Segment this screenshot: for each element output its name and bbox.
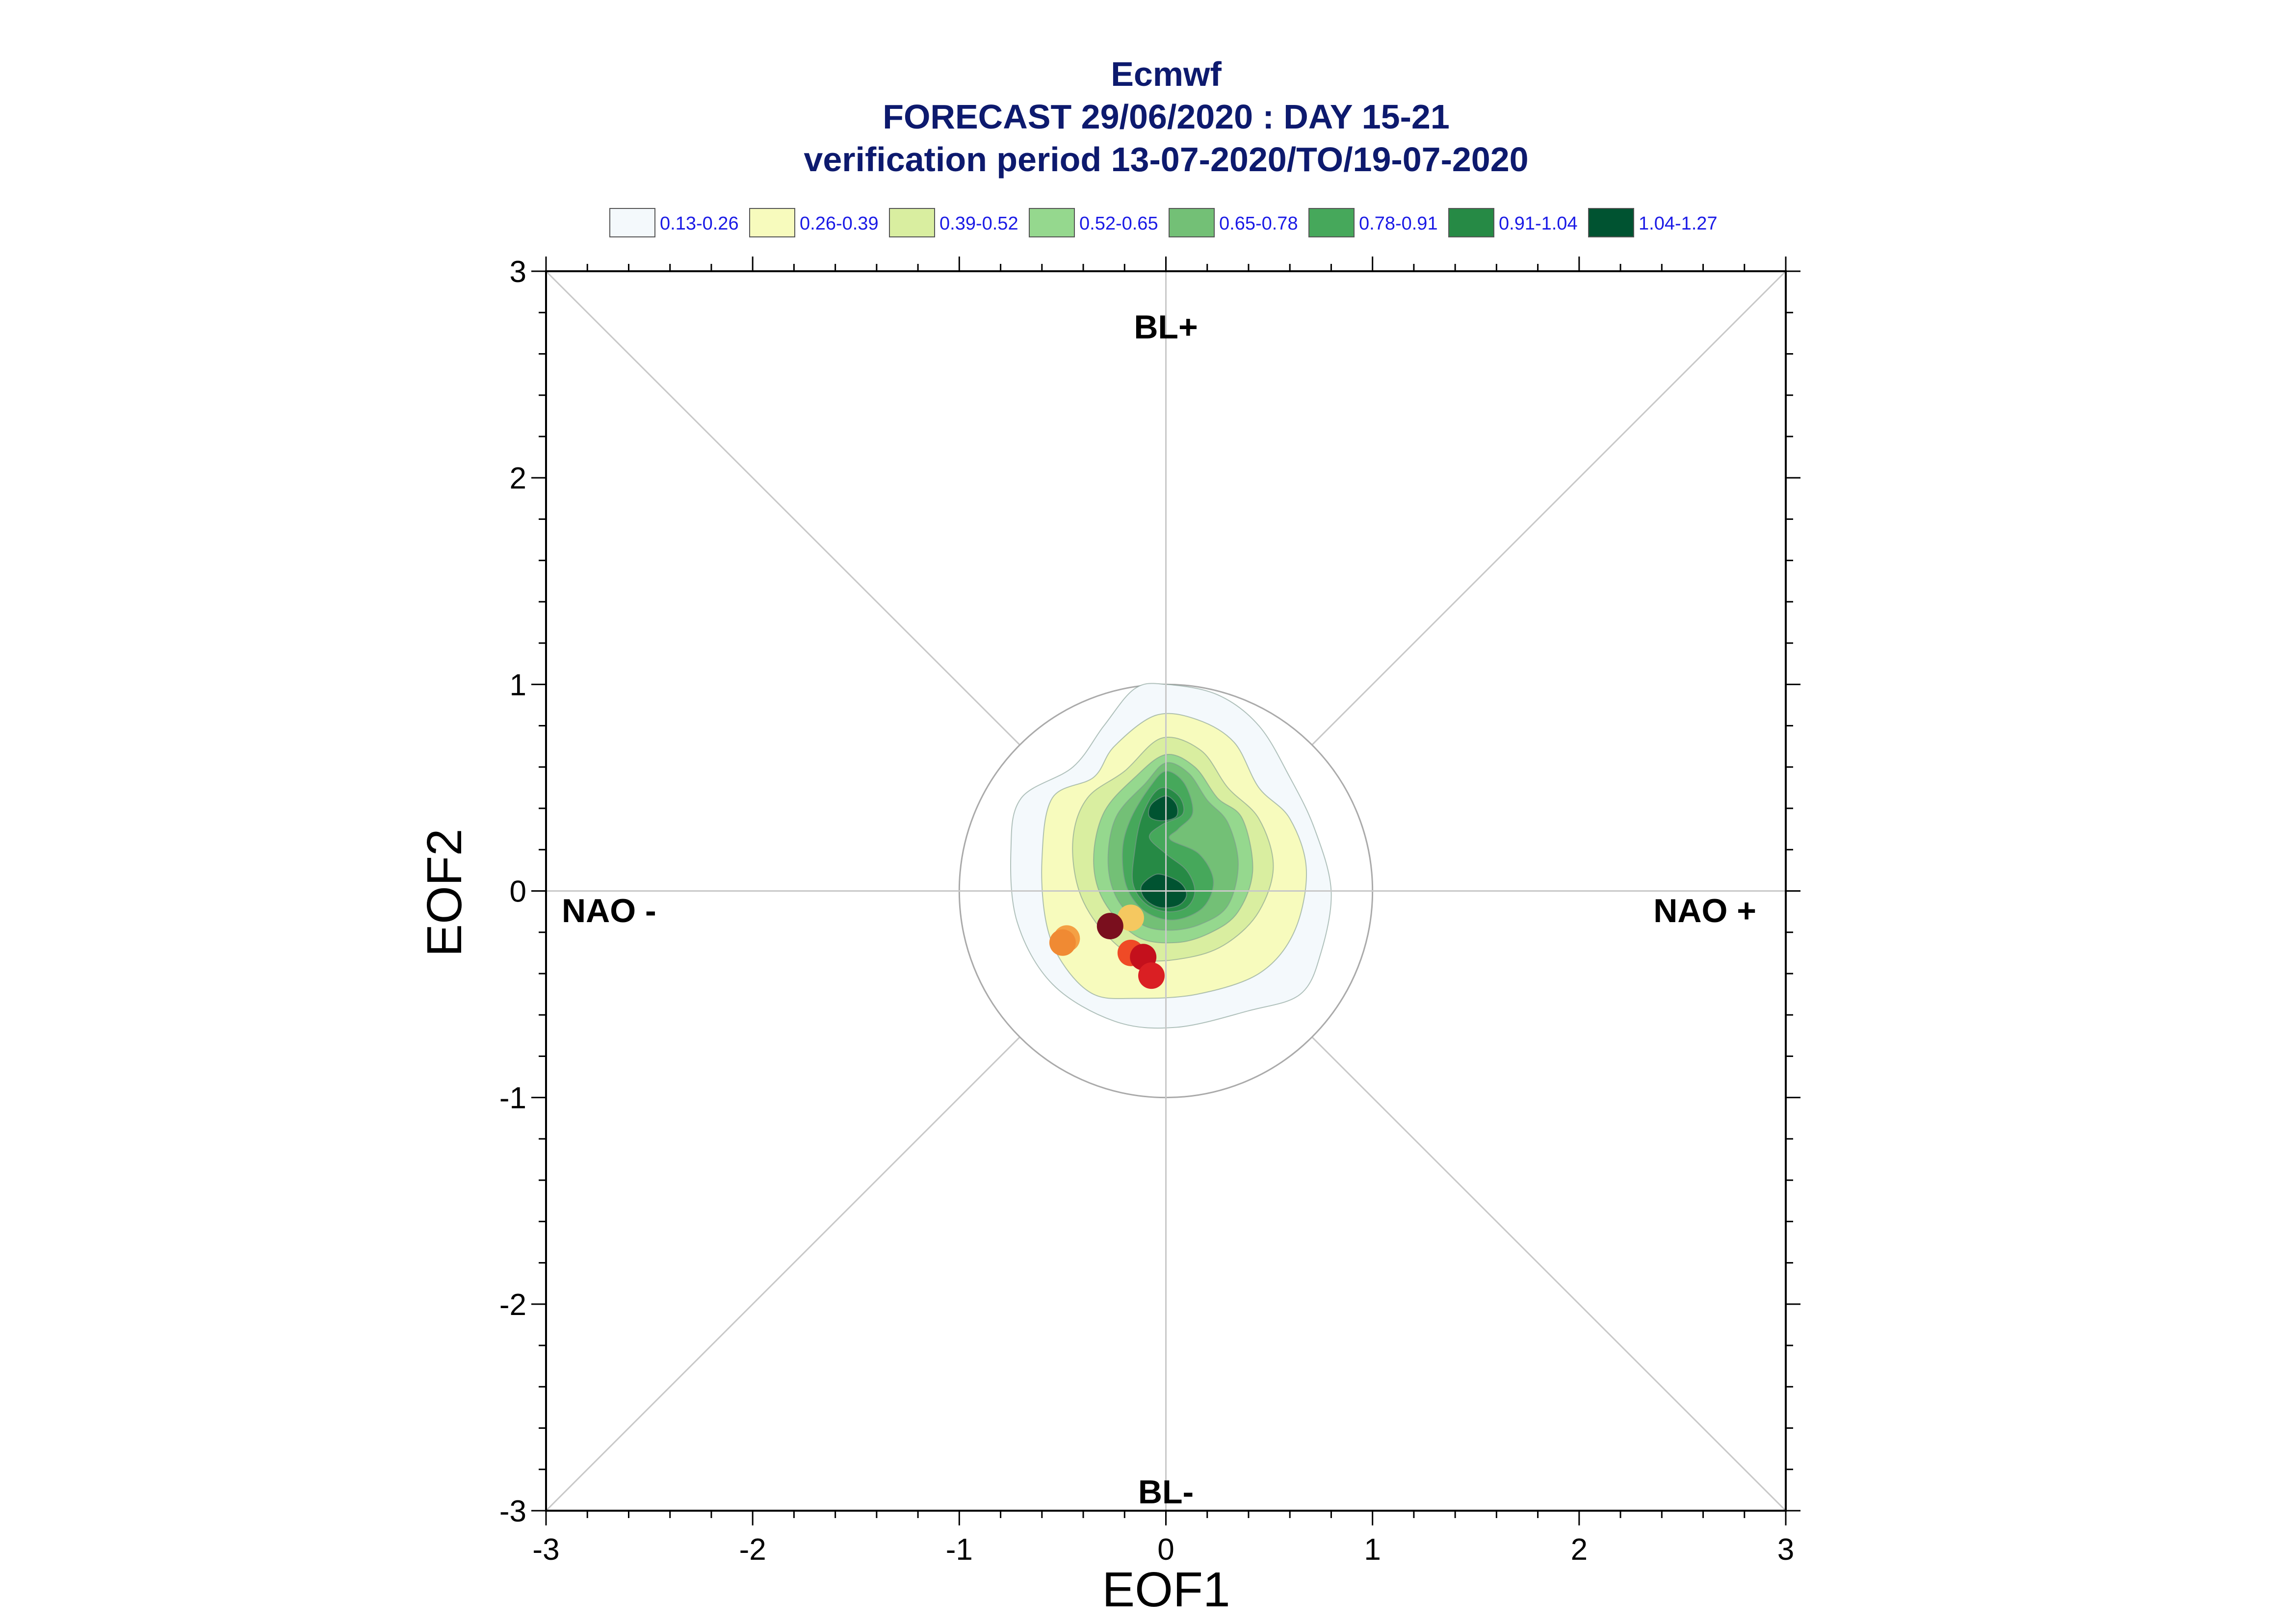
x-tick-label: -2 <box>739 1533 766 1567</box>
x-tick-label: 2 <box>1571 1533 1588 1567</box>
plot-area: BL+ BL- NAO - NAO + <box>545 270 1787 1512</box>
x-tick-label: -1 <box>946 1533 973 1567</box>
legend-label: 0.78-0.91 <box>1359 213 1438 234</box>
title-line-3: verification period 13-07-2020/TO/19-07-… <box>804 140 1528 179</box>
legend-label: 0.26-0.39 <box>800 213 879 234</box>
title-line-2: FORECAST 29/06/2020 : DAY 15-21 <box>883 98 1450 136</box>
legend-label: 0.91-1.04 <box>1499 213 1578 234</box>
axes: -3-3 -2 -2 -1 -1 0 0 1 1 2 2 3 3 <box>499 255 1800 1567</box>
data-point <box>1138 962 1165 989</box>
y-tick-label: -3 <box>499 1495 526 1528</box>
legend-label: 1.04-1.27 <box>1639 213 1718 234</box>
legend: 0.13-0.26 0.26-0.39 0.39-0.52 0.52-0.65 0.65… <box>609 208 1718 237</box>
legend-label: 0.52-0.65 <box>1079 213 1158 234</box>
data-point <box>1049 929 1076 956</box>
legend-label: 0.39-0.52 <box>939 213 1018 234</box>
data-point <box>1096 913 1123 940</box>
legend-swatch <box>1448 208 1494 237</box>
legend-swatch <box>889 208 935 237</box>
x-tick-label: 1 <box>1364 1533 1381 1567</box>
regime-label-right: NAO + <box>1653 892 1756 929</box>
y-tick-label: 0 <box>510 875 526 909</box>
data-point <box>1117 904 1144 931</box>
legend-swatch <box>1588 208 1634 237</box>
title-line-1: Ecmwf <box>1111 55 1222 93</box>
y-axis-title: EOF2 <box>417 828 472 956</box>
density-contour <box>1148 795 1178 822</box>
legend-swatch <box>1169 208 1215 237</box>
x-tick-label: 0 <box>1157 1533 1174 1567</box>
regime-label-top: BL+ <box>1134 309 1198 346</box>
y-tick-label: -1 <box>499 1082 526 1115</box>
y-tick-label: -2 <box>499 1288 526 1322</box>
legend-swatch <box>1029 208 1075 237</box>
legend-label: 0.13-0.26 <box>660 213 739 234</box>
y-tick-label: 1 <box>510 668 526 702</box>
legend-swatch <box>609 208 655 237</box>
legend-swatch <box>749 208 795 237</box>
regime-label-bottom: BL- <box>1138 1473 1194 1511</box>
y-tick-label: 2 <box>510 462 526 495</box>
chart-title: Ecmwf FORECAST 29/06/2020 : DAY 15-21 ve… <box>804 55 1528 179</box>
x-tick-label: 3 <box>1777 1533 1794 1567</box>
x-tick-label: -3 <box>532 1533 559 1567</box>
legend-label: 0.65-0.78 <box>1219 213 1298 234</box>
regime-label-left: NAO - <box>562 892 656 929</box>
legend-swatch <box>1308 208 1355 237</box>
x-axis-title: EOF1 <box>1102 1562 1230 1617</box>
y-tick-label: 3 <box>510 255 526 289</box>
